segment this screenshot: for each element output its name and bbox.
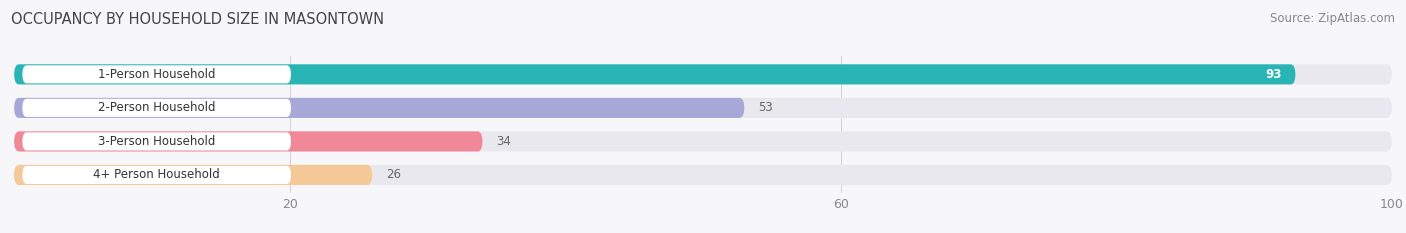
Text: Source: ZipAtlas.com: Source: ZipAtlas.com	[1270, 12, 1395, 25]
FancyBboxPatch shape	[14, 131, 1392, 151]
FancyBboxPatch shape	[14, 64, 1295, 84]
Text: 93: 93	[1265, 68, 1282, 81]
Text: 2-Person Household: 2-Person Household	[98, 101, 215, 114]
FancyBboxPatch shape	[14, 98, 744, 118]
FancyBboxPatch shape	[22, 99, 291, 117]
FancyBboxPatch shape	[14, 165, 1392, 185]
FancyBboxPatch shape	[14, 64, 1392, 84]
Text: 4+ Person Household: 4+ Person Household	[93, 168, 221, 182]
Text: 1-Person Household: 1-Person Household	[98, 68, 215, 81]
FancyBboxPatch shape	[14, 131, 482, 151]
FancyBboxPatch shape	[14, 98, 1392, 118]
FancyBboxPatch shape	[14, 165, 373, 185]
Text: 3-Person Household: 3-Person Household	[98, 135, 215, 148]
Text: 53: 53	[758, 101, 773, 114]
FancyBboxPatch shape	[22, 166, 291, 184]
Text: 26: 26	[387, 168, 401, 182]
FancyBboxPatch shape	[22, 65, 291, 83]
FancyBboxPatch shape	[22, 132, 291, 151]
Text: OCCUPANCY BY HOUSEHOLD SIZE IN MASONTOWN: OCCUPANCY BY HOUSEHOLD SIZE IN MASONTOWN	[11, 12, 384, 27]
Text: 34: 34	[496, 135, 512, 148]
